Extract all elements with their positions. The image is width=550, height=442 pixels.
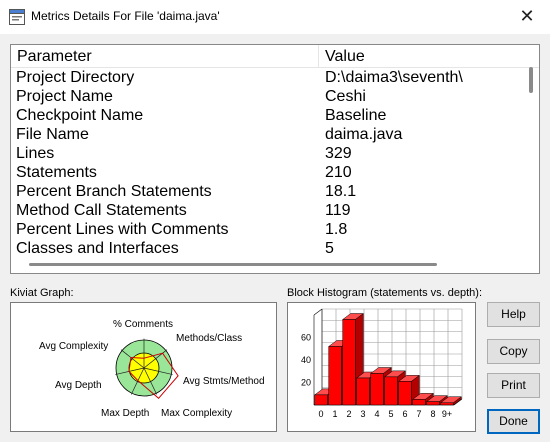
table-row[interactable]: File Name daima.java (11, 125, 525, 144)
table-row[interactable]: Project Name Ceshi (11, 87, 525, 106)
value-cell: Baseline (325, 107, 387, 124)
kiviat-spoke (120, 349, 145, 369)
histogram-bar-front (398, 381, 412, 406)
histogram-label: Block Histogram (statements vs. depth): (287, 287, 483, 299)
kiviat-polygon (128, 352, 179, 400)
histogram-bar-front (314, 394, 328, 406)
parameter-cell: Project Name (16, 88, 113, 105)
histogram-y-tick: 60 (301, 333, 311, 343)
table-row[interactable]: Method Call Statements 119 (11, 201, 525, 220)
list-header: Parameter Value (11, 45, 539, 68)
histogram-x-tick: 4 (374, 409, 379, 419)
value-cell: D:\daima3\seventh\ (325, 69, 463, 86)
histogram-bar-front (356, 377, 370, 406)
histogram-y-tick: 40 (301, 355, 311, 365)
kiviat-axis-methods-class: Methods/Class (176, 333, 242, 344)
histogram-x-tick: 2 (346, 409, 351, 419)
histogram-x-tick: 9+ (442, 409, 452, 419)
histogram-bar-front (342, 319, 356, 406)
table-row[interactable]: Statements 210 (11, 163, 525, 182)
table-row[interactable]: Percent Lines with Comments 1.8 (11, 220, 525, 239)
close-button[interactable]: ✕ (512, 4, 542, 28)
value-cell: daima.java (325, 126, 403, 143)
kiviat-graph-panel: % Comments Methods/Class Avg Stmts/Metho… (10, 302, 277, 432)
parameter-cell: Method Call Statements (16, 202, 187, 219)
horizontal-scroll-thumb[interactable] (29, 263, 437, 266)
value-cell: Ceshi (325, 88, 366, 105)
help-button[interactable]: Help (487, 302, 540, 327)
close-icon: ✕ (519, 6, 535, 26)
parameter-cell: Project Directory (16, 69, 135, 86)
histogram-bar (439, 396, 463, 406)
parameter-cell: Percent Lines with Comments (16, 221, 229, 238)
histogram-x-tick: 0 (318, 409, 323, 419)
copy-button[interactable]: Copy (487, 339, 540, 364)
vertical-scroll-thumb[interactable] (529, 67, 533, 93)
kiviat-graph: % Comments Methods/Class Avg Stmts/Metho… (39, 319, 265, 419)
table-row[interactable]: Percent Branch Statements 18.1 (11, 182, 525, 201)
histogram-bar-front (370, 373, 384, 406)
table-row[interactable]: Project Directory D:\daima3\seventh\ (11, 68, 525, 87)
horizontal-scrollbar[interactable] (11, 257, 539, 273)
kiviat-axis-max-complexity: Max Complexity (161, 408, 232, 419)
vertical-scrollbar[interactable] (524, 67, 538, 255)
histogram-x-tick: 7 (416, 409, 421, 419)
kiviat-spoke (115, 367, 145, 375)
list-rows: Project Directory D:\daima3\seventh\ Proje… (11, 68, 525, 258)
parameter-cell: Percent Branch Statements (16, 183, 212, 200)
table-row[interactable]: Classes and Interfaces 5 (11, 239, 525, 258)
histogram-x-tick: 5 (388, 409, 393, 419)
kiviat-axis-avg-complexity: Avg Complexity (39, 341, 108, 352)
column-header-parameter[interactable]: Parameter (11, 45, 319, 67)
value-cell: 1.8 (325, 221, 348, 238)
parameter-cell: File Name (16, 126, 89, 143)
value-cell: 5 (325, 240, 334, 257)
histogram-bar-front (328, 346, 342, 406)
value-cell: 18.1 (325, 183, 357, 200)
kiviat-axis-avg-depth: Avg Depth (55, 380, 102, 391)
histogram-x-tick: 1 (332, 409, 337, 419)
kiviat-axis-avg-stmts: Avg Stmts/Method (183, 376, 265, 387)
histogram-bar-front (412, 399, 426, 406)
kiviat-label: Kiviat Graph: (10, 287, 74, 299)
histogram-x-tick: 6 (402, 409, 407, 419)
value-cell: 119 (325, 202, 351, 219)
histogram-bar-front (384, 376, 398, 406)
metrics-list[interactable]: Parameter Value Project Directory D:\daim… (10, 44, 540, 274)
histogram-bar-front (426, 401, 440, 406)
kiviat-axis-max-depth: Max Depth (101, 408, 149, 419)
histogram-axis-edge (313, 308, 323, 316)
kiviat-spoke (143, 349, 168, 369)
parameter-cell: Lines (16, 145, 55, 162)
window-title: Metrics Details For File 'daima.java' (31, 9, 220, 23)
column-header-value[interactable]: Value (325, 48, 365, 65)
histogram-x-tick: 8 (430, 409, 435, 419)
window-icon (9, 9, 25, 25)
table-row[interactable]: Checkpoint Name Baseline (11, 106, 525, 125)
title-bar: Metrics Details For File 'daima.java' ✕ (0, 0, 550, 34)
value-cell: 329 (325, 145, 352, 162)
print-button[interactable]: Print (487, 373, 540, 398)
value-cell: 210 (325, 164, 352, 181)
kiviat-spoke (143, 367, 173, 375)
histogram-axis-edge (453, 398, 463, 406)
parameter-cell: Statements (16, 164, 97, 181)
kiviat-axis-comments: % Comments (113, 319, 173, 330)
kiviat-spoke (130, 367, 145, 395)
histogram-y-tick: 20 (301, 378, 311, 388)
kiviat-spoke (143, 367, 158, 395)
histogram-bar-front (440, 402, 454, 406)
block-histogram: 20 40 60 0 1 2 3 4 5 6 7 8 9+ (301, 308, 463, 419)
histogram-panel: 20 40 60 0 1 2 3 4 5 6 7 8 9+ (287, 302, 476, 432)
histogram-x-tick: 3 (360, 409, 365, 419)
done-button[interactable]: Done (487, 409, 540, 434)
table-row[interactable]: Lines 329 (11, 144, 525, 163)
parameter-cell: Checkpoint Name (16, 107, 144, 124)
parameter-cell: Classes and Interfaces (16, 240, 179, 257)
